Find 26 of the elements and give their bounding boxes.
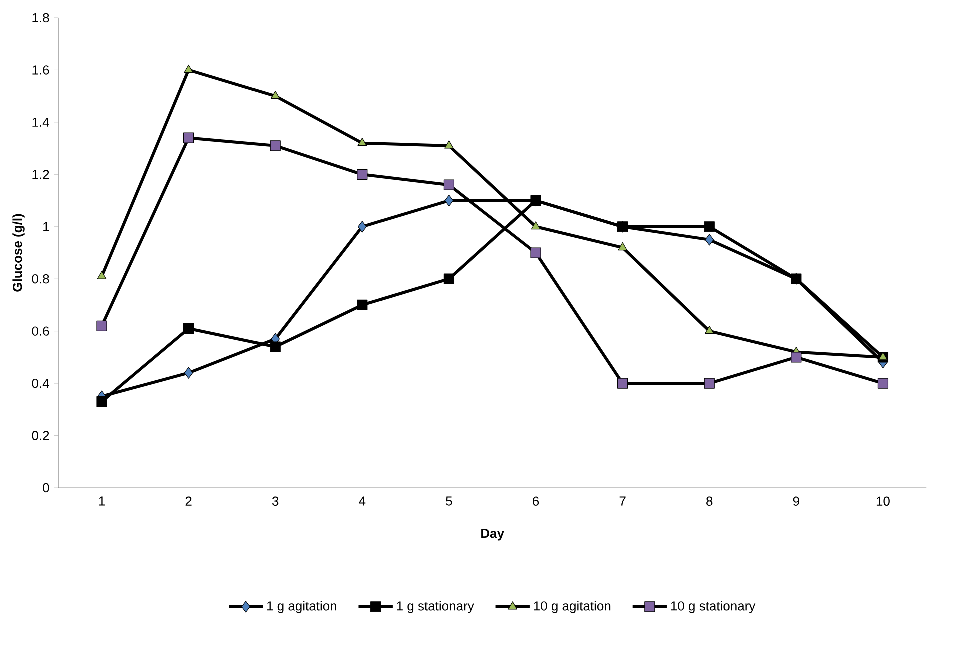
x-tick-label: 8: [706, 496, 713, 506]
y-tick-label: 0.8: [32, 274, 50, 284]
y-tick-label: 0.4: [32, 378, 50, 388]
x-tick-label: 5: [446, 496, 452, 506]
x-tick-label: 9: [793, 496, 800, 506]
x-tick-label: 1: [99, 496, 105, 506]
y-tick-label: 1: [44, 222, 50, 232]
x-tick-label: 10: [876, 496, 890, 506]
y-tick-label: 1.2: [32, 170, 50, 180]
y-tick-label: 0: [43, 483, 50, 493]
y-tick-label: 0.2: [32, 431, 50, 440]
legend-label: 1 g agitation: [268, 601, 336, 614]
y-axis-title: Glucose (g/l): [12, 214, 25, 292]
y-tick-label: 0.6: [32, 326, 50, 336]
x-tick-label: 4: [359, 496, 366, 506]
x-tick-label: 6: [533, 496, 540, 506]
legend-label: 1 g stationary: [397, 601, 474, 614]
y-tick-label: 1.6: [32, 66, 50, 75]
x-axis-title: Day: [482, 529, 504, 541]
y-tick-label: 1.4: [32, 118, 50, 127]
x-tick-label: 7: [620, 496, 626, 506]
legend-label: 10 g stationary: [671, 601, 756, 614]
legend-label: 10 g agitation: [534, 601, 611, 614]
y-tick-label: 1.8: [32, 13, 50, 23]
x-tick-label: 3: [272, 496, 279, 506]
x-tick-label: 2: [186, 496, 192, 506]
